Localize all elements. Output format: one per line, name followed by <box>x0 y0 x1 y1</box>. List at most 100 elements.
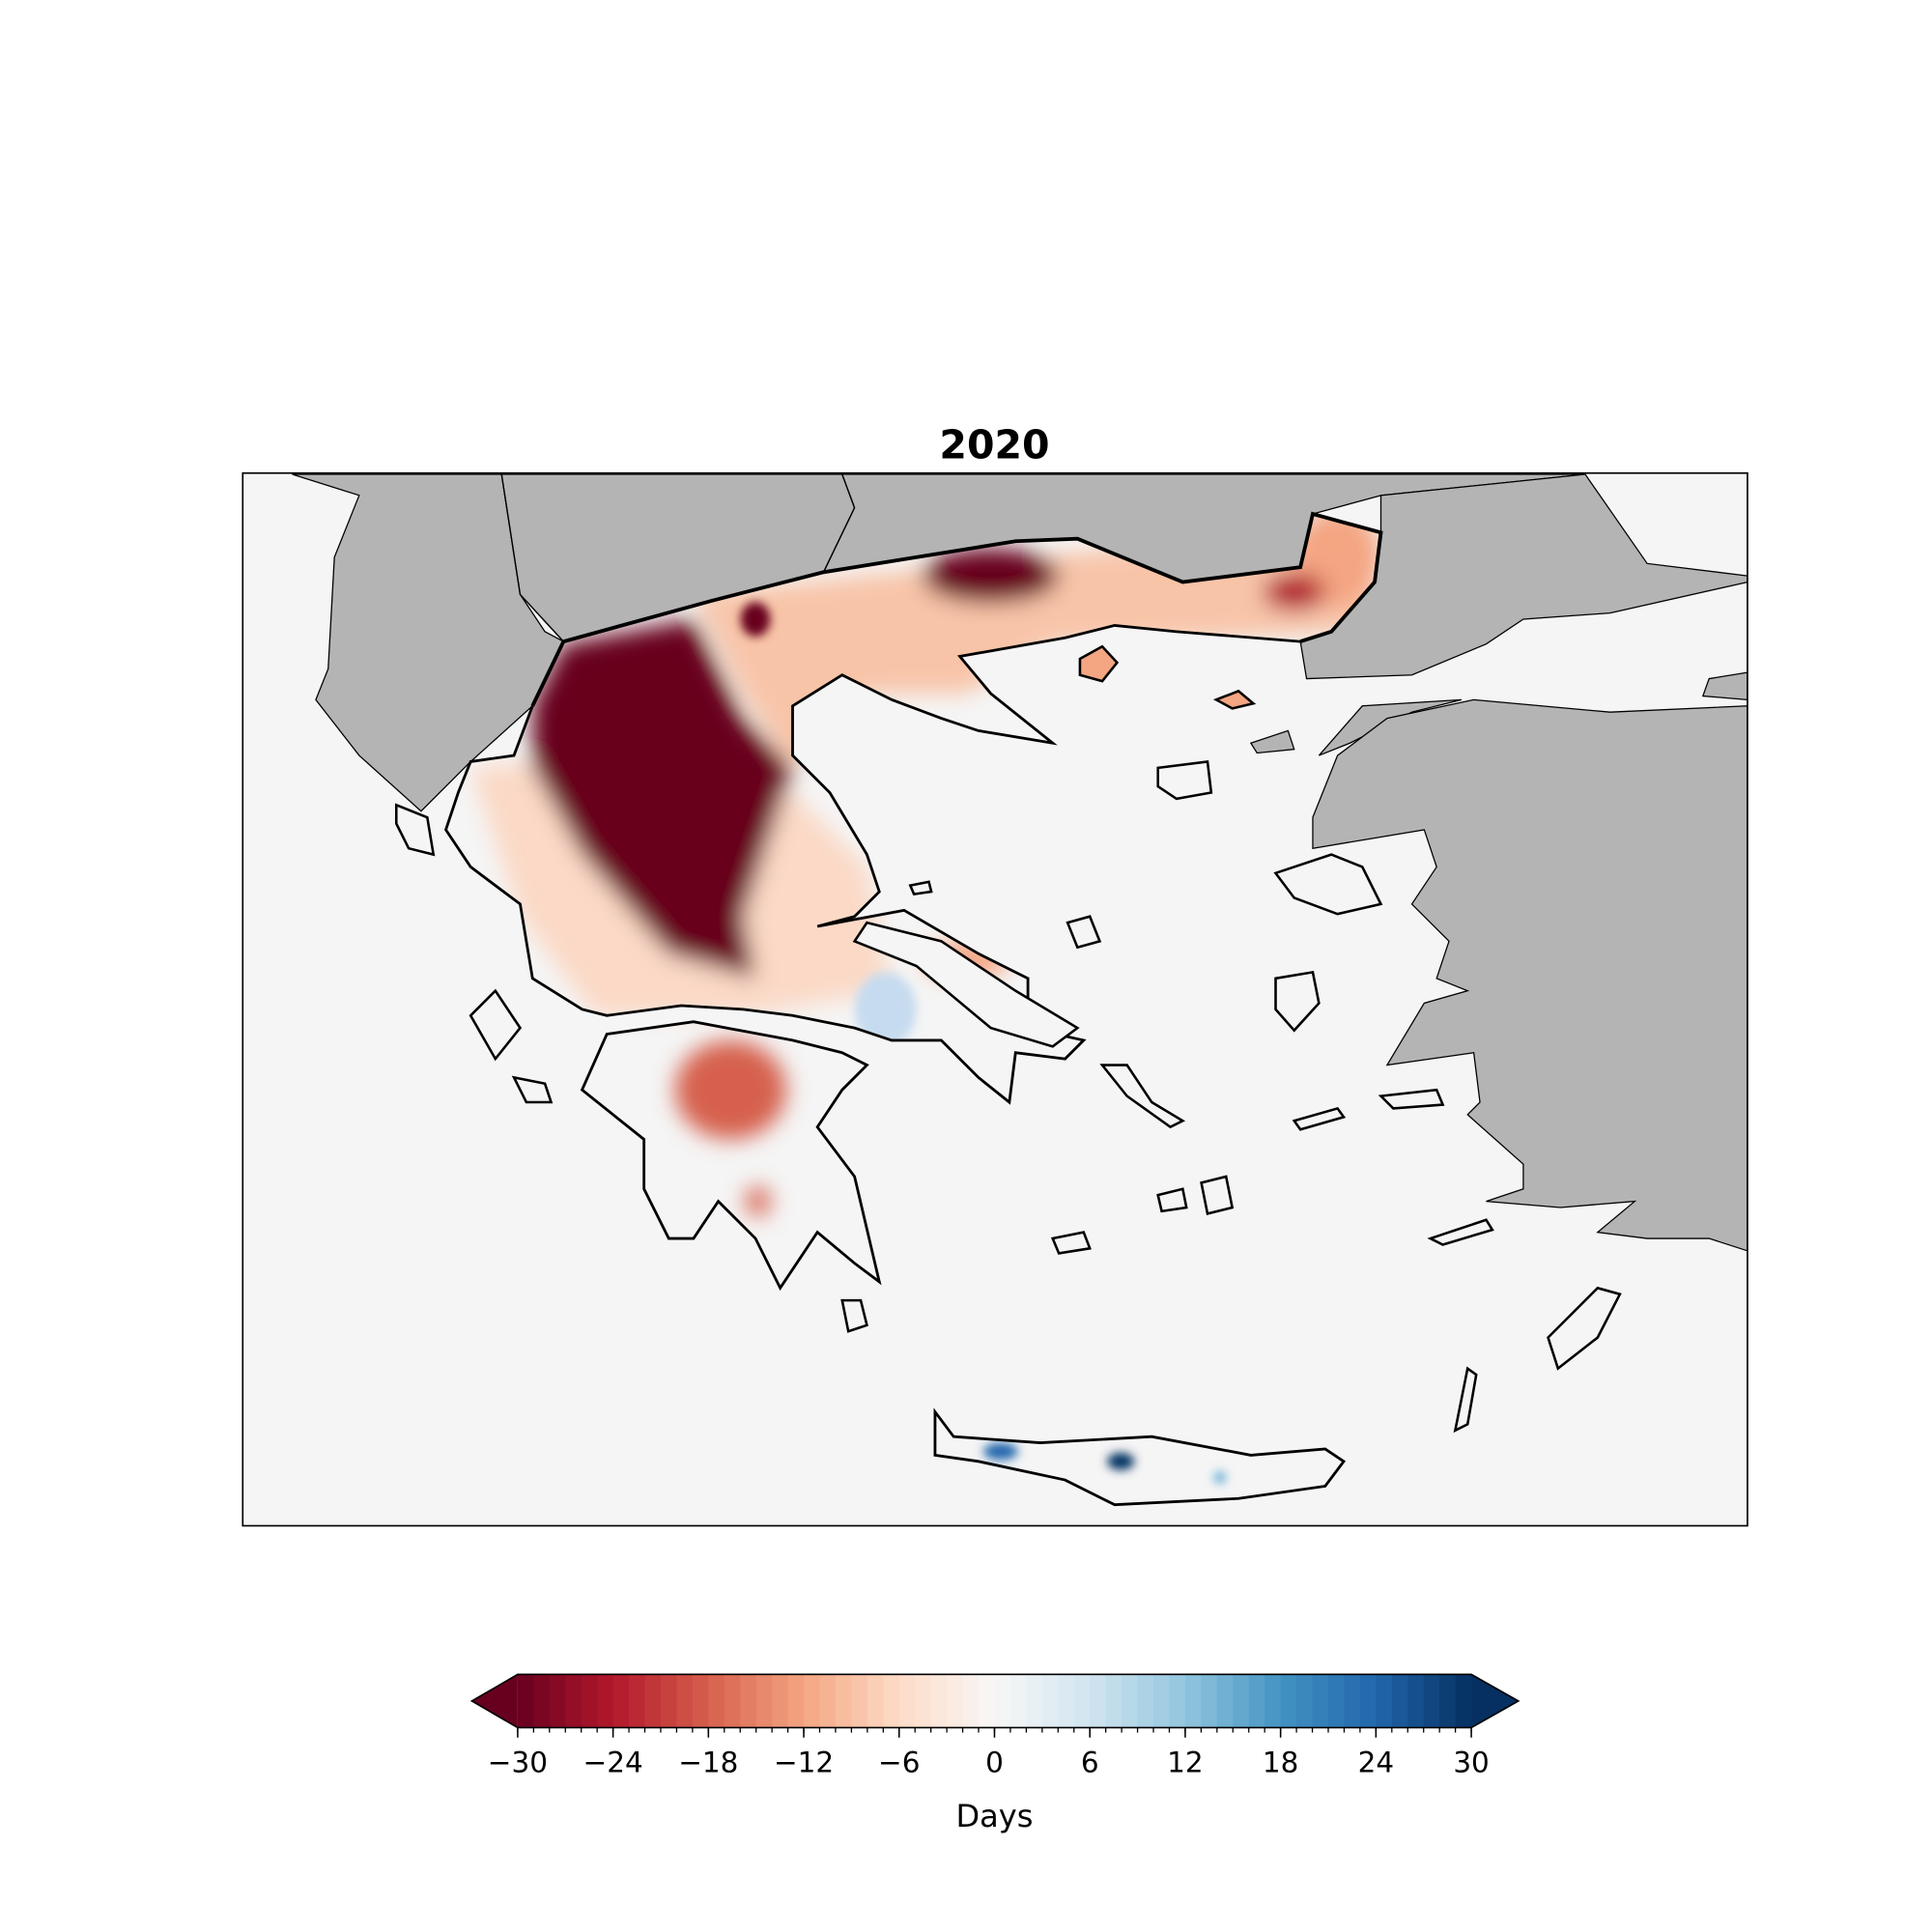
colorbar-level <box>1439 1674 1457 1728</box>
colorbar-tick-label: −12 <box>774 1747 834 1779</box>
colorbar-level <box>1137 1674 1154 1728</box>
island-euboea <box>852 921 1080 1048</box>
colorbar-tick-label: 12 <box>1167 1747 1204 1779</box>
colorbar-level <box>1407 1674 1425 1728</box>
chart-title: 2020 <box>939 421 1049 468</box>
island-kos <box>1427 1218 1494 1246</box>
colorbar-level <box>517 1674 534 1728</box>
colorbar-level <box>724 1674 741 1728</box>
island-corfu <box>394 803 436 857</box>
colorbar-level <box>962 1674 980 1728</box>
imbros <box>1249 729 1295 754</box>
field-peloponnese-south <box>745 1186 771 1216</box>
colorbar-level <box>930 1674 948 1728</box>
greece <box>394 512 1622 1507</box>
island-chios <box>1274 970 1321 1033</box>
colorbar-level <box>581 1674 598 1728</box>
island-ikaria <box>1292 1106 1347 1131</box>
colorbar-level <box>1026 1674 1043 1728</box>
colorbar-level <box>819 1674 837 1728</box>
colorbar-level <box>915 1674 932 1728</box>
island-skiathos <box>908 880 933 896</box>
colorbar-level <box>612 1674 630 1728</box>
map-frame <box>242 471 1748 1527</box>
colorbar-level <box>1423 1674 1440 1728</box>
colorbar-level <box>772 1674 789 1728</box>
map-panel <box>242 472 1747 1526</box>
colorbar-level <box>629 1674 646 1728</box>
colorbar-level <box>851 1674 868 1728</box>
colorbar-tick-label: −18 <box>678 1747 738 1779</box>
turkey-strip <box>1701 671 1747 701</box>
colorbar-tick-label: −24 <box>583 1747 643 1779</box>
colorbar-level <box>1169 1674 1186 1728</box>
colorbar-level <box>1296 1674 1314 1728</box>
colorbar-level <box>1090 1674 1107 1728</box>
colorbar-level <box>1391 1674 1408 1728</box>
island-thasos <box>1078 644 1120 683</box>
colorbar-level <box>1058 1674 1075 1728</box>
colorbar: −30 −24 −18 −12 −6 0 6 12 18 24 30 <box>469 1673 1520 1779</box>
colorbar-level <box>1073 1674 1091 1728</box>
field-crete-east-blue <box>1213 1471 1227 1484</box>
colorbar-level <box>549 1674 566 1728</box>
colorbar-level <box>676 1674 694 1728</box>
island-kythira <box>840 1298 868 1333</box>
island-samos <box>1378 1088 1445 1110</box>
colorbar-tick-label: 18 <box>1263 1747 1298 1779</box>
colorbar-level <box>597 1674 614 1728</box>
colorbar-level <box>1376 1674 1393 1728</box>
neighbour-land <box>292 473 1747 1252</box>
colorbar-tick-label: 30 <box>1453 1747 1490 1779</box>
field-epirus-dark <box>740 602 771 637</box>
island-karpathos <box>1453 1366 1478 1434</box>
colorbar-level <box>1455 1674 1472 1728</box>
island-rhodes <box>1547 1286 1622 1371</box>
island-kefalonia <box>469 988 523 1062</box>
colorbar-level <box>883 1674 900 1728</box>
colorbar-tick-label: −30 <box>488 1747 548 1779</box>
colorbar-level <box>660 1674 678 1728</box>
field-crete-west-blue <box>982 1442 1018 1461</box>
field-thrace-dark <box>923 548 1060 604</box>
colorbar-level <box>994 1674 1011 1728</box>
colorbar-level <box>533 1674 551 1728</box>
colorbar-level <box>1184 1674 1203 1728</box>
colorbar-level <box>692 1674 709 1728</box>
gallipoli <box>1318 698 1462 756</box>
colorbar-level <box>1344 1674 1361 1728</box>
colorbar-level <box>947 1674 964 1728</box>
colorbar-level <box>1201 1674 1218 1728</box>
colorbar-level <box>979 1674 996 1728</box>
colorbar-level <box>1248 1674 1265 1728</box>
colorbar-level <box>755 1674 773 1728</box>
islands <box>394 644 1622 1434</box>
colorbar-tick-label: −6 <box>878 1747 920 1779</box>
field-boeotia-blue <box>854 972 917 1047</box>
colorbar-tick-label: 24 <box>1358 1747 1395 1779</box>
colorbar-level <box>804 1674 821 1728</box>
field-east-thrace <box>1263 573 1325 611</box>
colorbar-tick-label: 6 <box>1081 1747 1099 1779</box>
island-lemnos <box>1156 760 1213 801</box>
island-lesvos <box>1273 853 1383 916</box>
colorbar-level <box>1216 1674 1234 1728</box>
land-borders <box>500 473 856 642</box>
greece-north-border <box>530 511 1383 707</box>
colorbar-level <box>1233 1674 1250 1728</box>
albania <box>292 473 565 812</box>
island-skyros <box>1065 915 1102 950</box>
colorbar-level <box>867 1674 884 1728</box>
colorbar-level <box>1312 1674 1329 1728</box>
colorbar-level <box>1122 1674 1139 1728</box>
colorbar-level <box>1264 1674 1282 1728</box>
island-andros <box>1099 1064 1186 1129</box>
colorbar-level <box>1105 1674 1122 1728</box>
colorbar-tick-label: 0 <box>985 1747 1004 1779</box>
colorbar-level <box>1153 1674 1171 1728</box>
colorbar-level <box>644 1674 662 1728</box>
field-northwest-dark <box>532 619 793 979</box>
colorbar-extend-max <box>1471 1674 1519 1728</box>
island-paros <box>1156 1187 1188 1213</box>
colorbar-level <box>1328 1674 1346 1728</box>
